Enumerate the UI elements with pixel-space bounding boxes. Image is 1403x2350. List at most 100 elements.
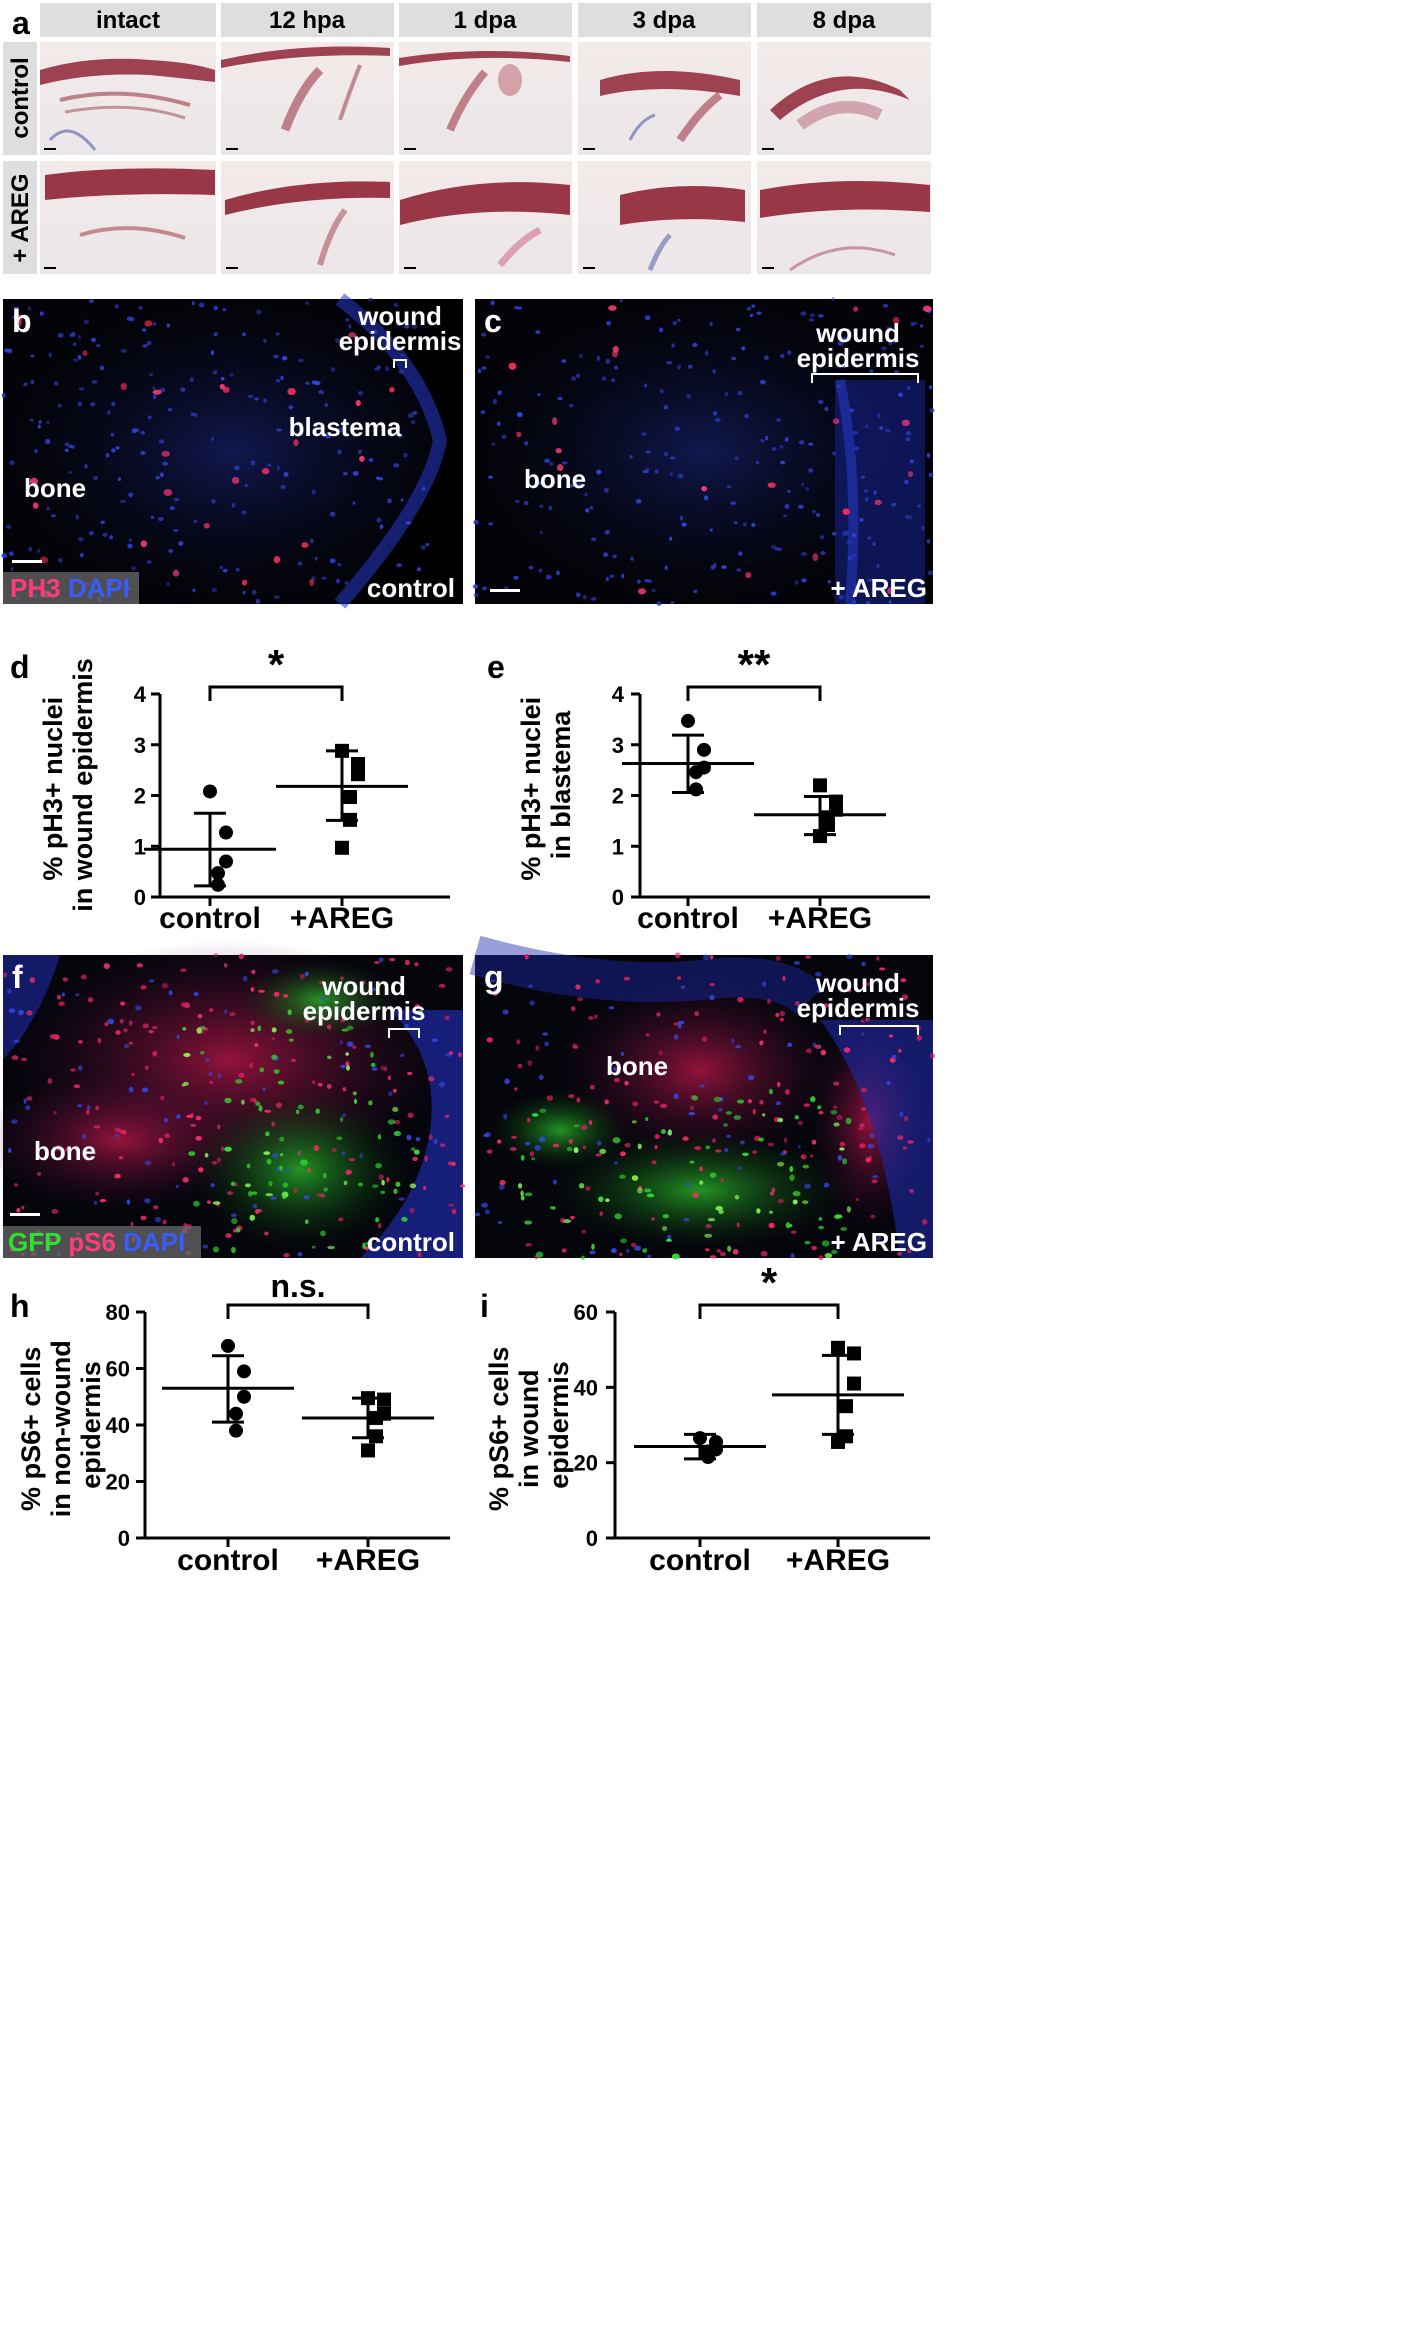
nucleus-dot xyxy=(732,1248,739,1255)
nucleus-dot xyxy=(891,338,898,344)
nucleus-dot xyxy=(327,1245,335,1250)
nucleus-dot xyxy=(213,953,218,957)
nucleus-dot xyxy=(146,560,152,564)
nucleus-dot xyxy=(508,362,517,370)
plot-area: 0 20 40 60 80 control +AREG n.s. xyxy=(106,1268,450,1577)
column-header-intact: intact xyxy=(96,7,160,34)
nucleus-dot xyxy=(908,515,913,520)
nucleus-dot xyxy=(779,445,784,449)
nucleus-dot xyxy=(790,1230,797,1234)
nucleus-dot xyxy=(903,1115,909,1122)
data-point xyxy=(689,782,703,797)
significance-label: ** xyxy=(738,641,771,688)
nucleus-dot xyxy=(438,1081,446,1088)
nucleus-dot xyxy=(444,1114,450,1119)
nucleus-dot xyxy=(845,530,850,535)
nucleus-dot xyxy=(50,514,56,518)
nucleus-dot xyxy=(722,1123,728,1127)
nucleus-dot xyxy=(582,1145,587,1150)
nucleus-dot xyxy=(527,1060,533,1066)
nucleus-dot xyxy=(473,519,479,525)
data-point xyxy=(813,778,827,793)
stain-legend: GFP pS6 DAPI xyxy=(8,1227,185,1257)
nucleus-dot xyxy=(29,418,34,422)
nucleus-dot xyxy=(662,1213,669,1219)
nucleus-dot xyxy=(740,1140,745,1145)
significance-bracket xyxy=(698,1303,840,1319)
nucleus-dot xyxy=(797,1120,804,1126)
nucleus-dot xyxy=(927,1137,931,1142)
nucleus-dot xyxy=(790,1253,795,1259)
nucleus-dot xyxy=(669,536,673,541)
nucleus-dot xyxy=(817,314,824,318)
nucleus-dot xyxy=(677,1023,682,1029)
nucleus-dot xyxy=(200,1025,206,1030)
nucleus-dot xyxy=(516,412,523,418)
nucleus-dot xyxy=(485,355,490,359)
nucleus-dot xyxy=(705,1248,710,1252)
nucleus-dot xyxy=(235,567,240,572)
nucleus-dot xyxy=(568,484,575,488)
nucleus-dot xyxy=(867,536,872,540)
nucleus-dot xyxy=(727,1245,732,1252)
nucleus-dot xyxy=(155,1216,162,1223)
nucleus-dot xyxy=(364,1044,371,1049)
nucleus-dot xyxy=(37,548,41,553)
nucleus-dot xyxy=(381,1179,385,1186)
nucleus-dot xyxy=(703,495,709,501)
nucleus-dot xyxy=(86,1109,90,1115)
nucleus-dot xyxy=(814,1044,822,1049)
nucleus-dot xyxy=(15,318,22,327)
nucleus-dot xyxy=(326,1024,332,1030)
y-tick-label: 2 xyxy=(134,784,146,809)
nucleus-dot xyxy=(77,401,82,407)
chart-letter: e xyxy=(487,649,505,685)
nucleus-dot xyxy=(410,1147,416,1151)
nucleus-dot xyxy=(415,1137,421,1142)
nucleus-dot xyxy=(767,482,776,488)
nucleus-dot xyxy=(247,394,254,399)
nucleus-dot xyxy=(909,1188,915,1193)
nucleus-dot xyxy=(654,1134,660,1140)
nucleus-dot xyxy=(220,377,225,381)
nucleus-dot xyxy=(238,953,244,960)
stain-legend-box xyxy=(3,1226,201,1258)
nucleus-dot xyxy=(610,378,616,383)
nucleus-dot xyxy=(481,332,487,337)
nucleus-dot xyxy=(929,1053,936,1059)
nucleus-dot xyxy=(645,1117,649,1121)
nucleus-dot xyxy=(874,499,882,506)
nucleus-dot xyxy=(316,1193,323,1197)
nucleus-dot xyxy=(241,510,247,515)
data-point xyxy=(237,1364,251,1379)
nucleus-dot xyxy=(529,1151,534,1157)
nucleus-dot xyxy=(145,1160,152,1166)
nucleus-dot xyxy=(261,467,270,475)
nucleus-dot xyxy=(801,578,807,583)
nucleus-dot xyxy=(879,967,886,971)
nucleus-dot xyxy=(61,992,65,997)
nucleus-dot xyxy=(339,1116,344,1123)
nucleus-dot xyxy=(231,503,235,508)
stain-dapi: DAPI xyxy=(68,573,130,603)
nucleus-dot xyxy=(836,1115,843,1120)
nucleus-dot xyxy=(699,1084,705,1088)
nucleus-dot xyxy=(902,1146,908,1150)
label-bone: bone xyxy=(524,464,586,494)
nucleus-dot xyxy=(307,1168,312,1173)
nucleus-dot xyxy=(68,444,73,449)
nucleus-dot xyxy=(78,1040,83,1044)
nucleus-dot xyxy=(819,535,824,540)
nucleus-dot xyxy=(741,346,746,351)
nucleus-dot xyxy=(721,565,727,569)
nucleus-dot xyxy=(524,441,529,446)
nucleus-dot xyxy=(275,1102,282,1108)
y-tick-label: 4 xyxy=(134,682,147,707)
nucleus-dot xyxy=(644,383,648,388)
nucleus-dot xyxy=(605,1198,610,1203)
nucleus-dot xyxy=(342,471,348,476)
nucleus-dot xyxy=(770,591,777,596)
nucleus-dot xyxy=(319,981,325,985)
nucleus-dot xyxy=(585,508,590,513)
nucleus-dot xyxy=(596,469,602,475)
